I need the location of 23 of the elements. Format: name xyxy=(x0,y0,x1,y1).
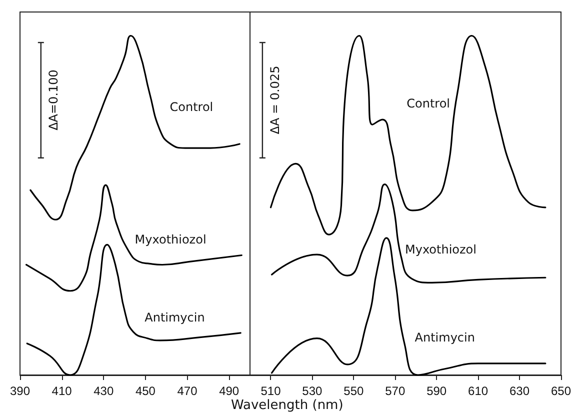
series-label: Antimycin xyxy=(414,330,475,345)
series-label: Antimycin xyxy=(144,310,205,324)
series-label: Myxothiozol xyxy=(134,232,206,246)
series-label: Control xyxy=(170,100,214,114)
x-tick-label: 430 xyxy=(94,384,114,398)
x-tick-label: 550 xyxy=(344,384,364,398)
annotation: ΔA=0.100 xyxy=(46,70,61,131)
x-tick-label: 490 xyxy=(219,384,240,398)
x-tick-label: 650 xyxy=(550,384,572,398)
series-label: Control xyxy=(406,96,450,111)
x-tick-label: 470 xyxy=(177,384,198,398)
x-tick-label: 510 xyxy=(260,384,282,398)
x-tick-label: 390 xyxy=(10,384,30,398)
x-tick-label: 610 xyxy=(468,384,488,398)
x-tick-label: 590 xyxy=(426,384,447,398)
x-axis-title: Wavelength (nm) xyxy=(231,398,344,413)
x-tick-label: 530 xyxy=(302,384,323,398)
x-tick-label: 410 xyxy=(52,384,72,398)
x-tick-label: 570 xyxy=(385,384,406,398)
annotation: ΔA = 0.025 xyxy=(268,66,283,134)
x-tick-label: 450 xyxy=(135,384,156,398)
x-tick-label: 630 xyxy=(510,384,530,398)
series-label: Myxothiozol xyxy=(404,242,476,256)
